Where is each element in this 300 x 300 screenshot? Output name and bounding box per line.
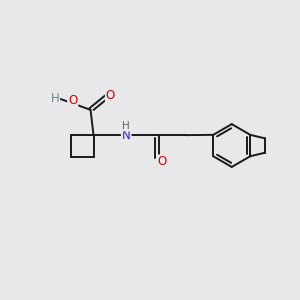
Text: N: N <box>122 129 130 142</box>
Text: O: O <box>157 155 167 168</box>
Text: H: H <box>50 92 59 105</box>
Text: H: H <box>122 121 130 130</box>
Text: O: O <box>106 88 115 101</box>
Text: O: O <box>68 94 77 107</box>
